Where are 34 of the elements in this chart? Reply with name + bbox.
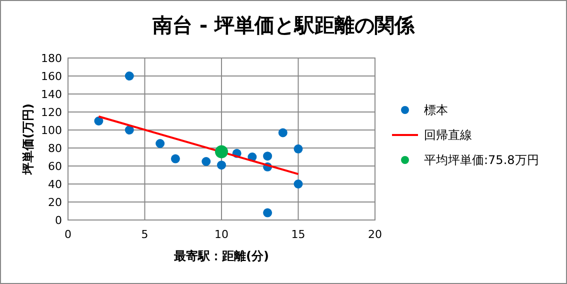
point: [215, 145, 228, 158]
point: [170, 154, 180, 164]
x-tick-label: 0: [64, 228, 72, 241]
x-tick-label: 10: [214, 228, 228, 241]
y-tick-label: 0: [55, 214, 62, 227]
point: [263, 208, 272, 218]
point: [278, 128, 288, 138]
point: [294, 180, 303, 188]
y-tick-label: 80: [48, 142, 62, 155]
x-tick-label: 20: [368, 228, 382, 241]
legend-label: 平均坪単価:75.8万円: [424, 153, 539, 167]
point: [217, 160, 226, 170]
y-tick-label: 40: [48, 178, 62, 191]
y-tick-label: 20: [48, 196, 62, 209]
x-axis-title: 最寄駅：距離(分): [173, 249, 269, 263]
point: [156, 139, 165, 148]
y-tick-label: 140: [41, 88, 62, 101]
y-tick-label: 120: [41, 106, 62, 119]
x-tick-label: 15: [291, 228, 306, 241]
chart-title: 南台 - 坪単価と駅距離の関係: [151, 13, 416, 37]
point: [202, 157, 211, 166]
y-tick-label: 100: [41, 124, 62, 137]
point: [263, 152, 272, 161]
point: [294, 144, 303, 154]
y-tick-label: 60: [48, 160, 62, 173]
y-axis-title: 坪単価(万円): [21, 104, 35, 176]
y-tick-label: 160: [41, 70, 62, 83]
legend-label: 標本: [424, 103, 448, 117]
legend-label: 回帰直線: [424, 128, 472, 142]
x-tick-label: 5: [141, 228, 148, 241]
point: [94, 116, 104, 126]
y-tick-label: 180: [41, 52, 62, 65]
point: [124, 126, 134, 134]
point: [124, 72, 134, 80]
